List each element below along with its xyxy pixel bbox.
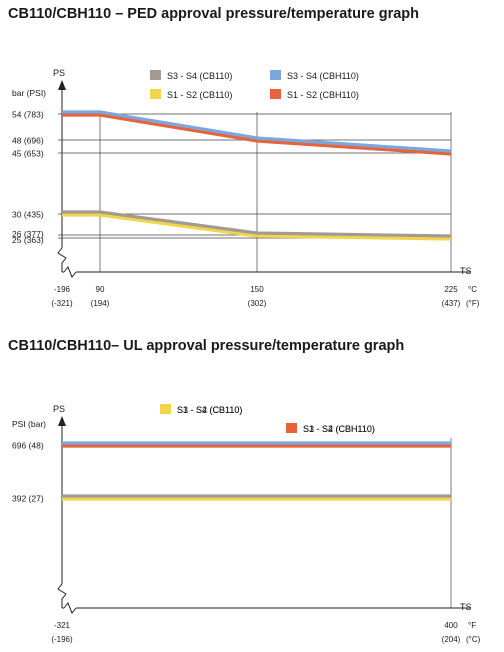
x-axis-unit: (°F) xyxy=(466,299,480,308)
x-axis-unit: °C xyxy=(468,285,477,294)
x-tick-label: 90 xyxy=(96,285,105,294)
y-tick-label: 26 (377) xyxy=(12,229,44,239)
x-tick-label: (194) xyxy=(91,299,110,308)
y-axis-arrow xyxy=(58,80,66,90)
legend-swatch xyxy=(286,423,297,433)
x-tick-label: 150 xyxy=(250,285,264,294)
legend-label: S1 - S2 (CB110) xyxy=(177,405,242,415)
series-line xyxy=(62,210,452,238)
series-line xyxy=(62,213,452,241)
x-tick-label: -321 xyxy=(54,621,71,630)
y-tick-label: 48 (696) xyxy=(12,136,44,146)
x-tick-label: 225 xyxy=(444,285,458,294)
x-tick-label: (-321) xyxy=(51,299,73,308)
legend-swatch xyxy=(160,404,171,414)
x-tick-label: (204) xyxy=(442,635,461,644)
legend-label: S1 - S2 (CBH110) xyxy=(287,90,359,100)
y-axis-unit: bar (PSI) xyxy=(12,88,46,98)
x-axis-label: TS xyxy=(460,266,472,276)
chart-title-ul: CB110/CBH110– UL approval pressure/tempe… xyxy=(8,338,405,354)
y-tick-label: 696 (48) xyxy=(12,441,44,451)
legend-label: S3 - S4 (CB110) xyxy=(177,405,242,415)
x-axis-break xyxy=(63,266,77,278)
x-tick-label: -196 xyxy=(54,285,71,294)
x-tick-label: 400 xyxy=(444,621,458,630)
legend-label: S3 - S4 (CB110) xyxy=(167,71,232,81)
x-tick-label: (437) xyxy=(442,299,461,308)
y-tick-label: 54 (783) xyxy=(12,110,44,120)
y-tick-label: 25 (363) xyxy=(12,235,44,245)
y-axis-unit: PSI (bar) xyxy=(12,419,46,429)
x-axis-label: TS xyxy=(460,602,472,612)
x-axis-break xyxy=(63,602,77,614)
legend-label: S1 - S2 (CBH110) xyxy=(303,424,375,434)
legend-swatch xyxy=(150,70,161,80)
ped-chart: 54 (783) 48 (696) 45 (653) 30 (435) 26 (377)… xyxy=(12,68,480,308)
legend-swatch xyxy=(150,89,161,99)
y-tick-label: 392 (27) xyxy=(12,494,44,504)
y-axis-label: PS xyxy=(53,404,65,414)
y-axis-arrow xyxy=(58,416,66,426)
x-tick-label: (-196) xyxy=(51,635,73,644)
x-tick-label: (302) xyxy=(248,299,267,308)
y-axis-break xyxy=(57,247,67,272)
legend-label: S1 - S2 (CB110) xyxy=(167,90,232,100)
legend-swatch xyxy=(270,89,281,99)
legend-label: S3 - S4 (CBH110) xyxy=(303,424,375,434)
series-line xyxy=(62,113,452,156)
y-tick-label: 30 (435) xyxy=(12,210,44,220)
series-line xyxy=(62,110,452,153)
chart-title-ped: CB110/CBH110 – PED approval pressure/tem… xyxy=(8,6,419,22)
y-tick-label: 45 (653) xyxy=(12,149,44,159)
x-axis-unit: (°C) xyxy=(466,635,481,644)
ul-chart: 696 (48) 392 (27) -321 (-196) 400 (204) S3 - S… xyxy=(12,404,481,644)
y-axis-break xyxy=(57,583,67,608)
legend-label: S3 - S4 (CBH110) xyxy=(287,71,359,81)
legend-swatch xyxy=(270,70,281,80)
x-axis-unit: °F xyxy=(468,621,476,630)
y-axis-label: PS xyxy=(53,68,65,78)
